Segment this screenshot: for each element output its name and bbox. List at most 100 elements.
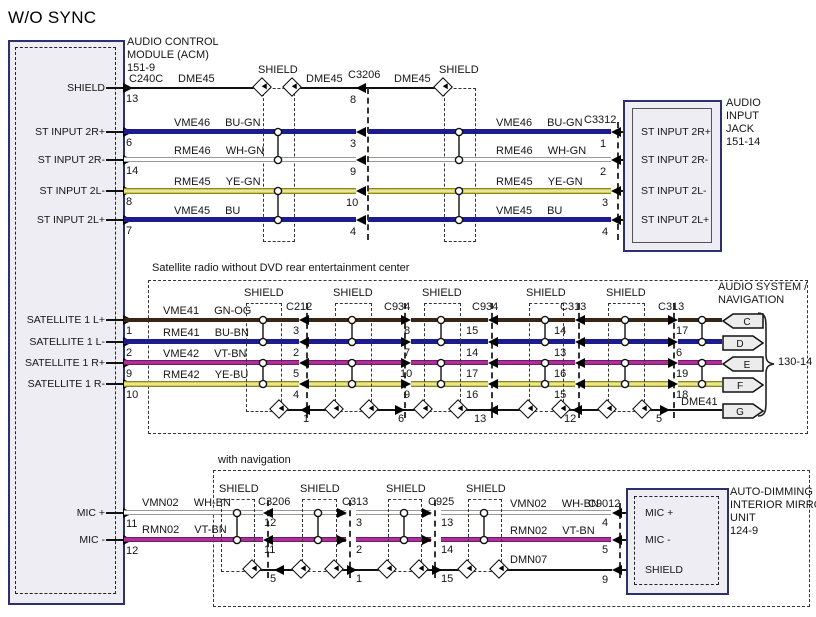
wire-label: DME45: [394, 73, 431, 85]
twisted-pair-icon: [697, 358, 707, 389]
twisted-pair-icon: [436, 358, 446, 389]
wire-shield-drain: [427, 569, 468, 571]
connector-arrow-icon: [422, 535, 432, 545]
pin-number: 13: [441, 517, 454, 529]
shield-dashed-box: [468, 499, 502, 572]
wire-label: DME41: [681, 396, 718, 408]
wire-shield-drain: [342, 569, 388, 571]
acm-pin-label: ST INPUT 2R-: [37, 154, 105, 166]
shield-dashed-box: [263, 88, 295, 242]
pin-number: 12: [264, 517, 277, 529]
shield-dashed-box: [608, 303, 645, 412]
mirror-title-line2: INTERIOR MIRROR: [730, 499, 816, 511]
wire-label: RME46 WH-GN: [174, 145, 265, 157]
mirror-inner-dashed-box: [634, 496, 719, 585]
acm-pin-label: SATELLITE 1 L-: [29, 336, 105, 348]
pin-number: 14: [466, 347, 479, 359]
pin-number: 4: [293, 389, 300, 401]
connector-arrow-icon: [356, 215, 366, 225]
connector-tag-c: C: [722, 313, 764, 329]
jack-pin-label: ST INPUT 2L+: [641, 214, 710, 226]
wire-label: VMN02 WH-BN: [142, 497, 231, 509]
connector-arrow-icon: [611, 215, 621, 225]
pin-number: 15: [554, 389, 567, 401]
jack-pin-label: ST INPUT 2R-: [641, 154, 709, 166]
shield-label: SHIELD: [466, 483, 506, 495]
wire-segment: [497, 360, 575, 365]
mirror-unit-box: [626, 488, 729, 595]
wire-segment: [497, 339, 575, 344]
connector-tag-g: G: [722, 403, 764, 419]
wire-segment: [124, 360, 299, 365]
twisted-pair-icon: [273, 127, 283, 165]
pin-number: 10: [126, 389, 139, 401]
wire-label: VME46 BU-GN: [496, 117, 583, 129]
connector-arrow-icon: [668, 358, 678, 368]
wire-segment: [124, 188, 356, 194]
pin-stub-line: [106, 383, 123, 385]
jack-title-line4: 151-14: [726, 136, 761, 148]
acm-pin-label: MIC -: [79, 534, 105, 546]
svg-text:G: G: [736, 407, 744, 418]
pin-number: 14: [126, 165, 139, 177]
wire-segment: [411, 381, 488, 387]
connector-arrow-icon: [299, 315, 309, 325]
pin-number: 1: [600, 138, 607, 150]
connector-arrow-icon: [263, 508, 273, 518]
connector-arrow-icon: [337, 508, 347, 518]
wire-segment: [124, 510, 263, 515]
connector-label: C240C: [129, 73, 164, 85]
connector-arrow-icon: [488, 379, 498, 389]
connector-arrow-icon: [274, 565, 284, 575]
shield-label: SHIELD: [300, 483, 340, 495]
wire-label: DMN07: [510, 554, 548, 566]
jack-title-line3: JACK: [726, 123, 755, 135]
twisted-pair-icon: [273, 186, 283, 225]
wire-segment: [124, 381, 299, 387]
shield-label: SHIELD: [439, 64, 479, 76]
satellite-section-label: Satellite radio without DVD rear enterta…: [152, 262, 410, 274]
connector-arrow-icon: [401, 315, 411, 325]
pin-stub-line: [106, 362, 123, 364]
pin-number: 17: [676, 325, 689, 337]
pin-number: 17: [466, 368, 479, 380]
pin-number: 1: [126, 325, 133, 337]
shield-dashed-box: [335, 303, 372, 412]
wire-label: VME42 VT-BN: [163, 348, 247, 360]
wire-segment: [441, 510, 611, 515]
shield-dashed-box: [529, 303, 564, 412]
connector-boundary-line: [349, 500, 351, 578]
mirror-pin-label: MIC +: [645, 507, 674, 519]
connector-arrow-icon: [356, 155, 366, 165]
connector-boundary-line: [367, 88, 369, 240]
audio-system-ref: 130-14: [778, 356, 813, 368]
wire-segment: [124, 318, 299, 322]
shield-label: SHIELD: [219, 483, 259, 495]
nav-section-label: with navigation: [218, 454, 291, 466]
pin-number: 4: [602, 226, 609, 238]
twisted-pair-icon: [313, 508, 323, 545]
brace-icon: [757, 312, 775, 417]
pin-stub-line: [106, 219, 123, 221]
pin-number: 16: [466, 389, 479, 401]
pin-number: 3: [602, 197, 609, 209]
pin-number: 1: [303, 413, 310, 425]
wire-segment: [411, 339, 488, 344]
twisted-pair-icon: [399, 508, 409, 545]
wire-shield-drain: [507, 569, 612, 571]
connector-arrow-icon: [356, 127, 366, 137]
shield-label: SHIELD: [244, 287, 284, 299]
wire-segment: [497, 381, 575, 387]
connector-arrow-icon: [611, 127, 621, 137]
connector-arrow-icon: [575, 379, 585, 389]
connector-arrow-icon: [488, 405, 498, 415]
connector-label: C934: [472, 301, 499, 313]
shield-label: SHIELD: [422, 287, 462, 299]
connector-arrow-icon: [612, 535, 622, 545]
connector-boundary-line: [434, 500, 436, 578]
wire-segment: [368, 217, 611, 222]
pin-number: 2: [356, 544, 363, 556]
wire-label: VME41 GN-OG: [163, 305, 252, 317]
wire-label: RMN02 VT-BN: [142, 524, 227, 536]
audio-system-title-line2: NAVIGATION: [718, 294, 785, 306]
